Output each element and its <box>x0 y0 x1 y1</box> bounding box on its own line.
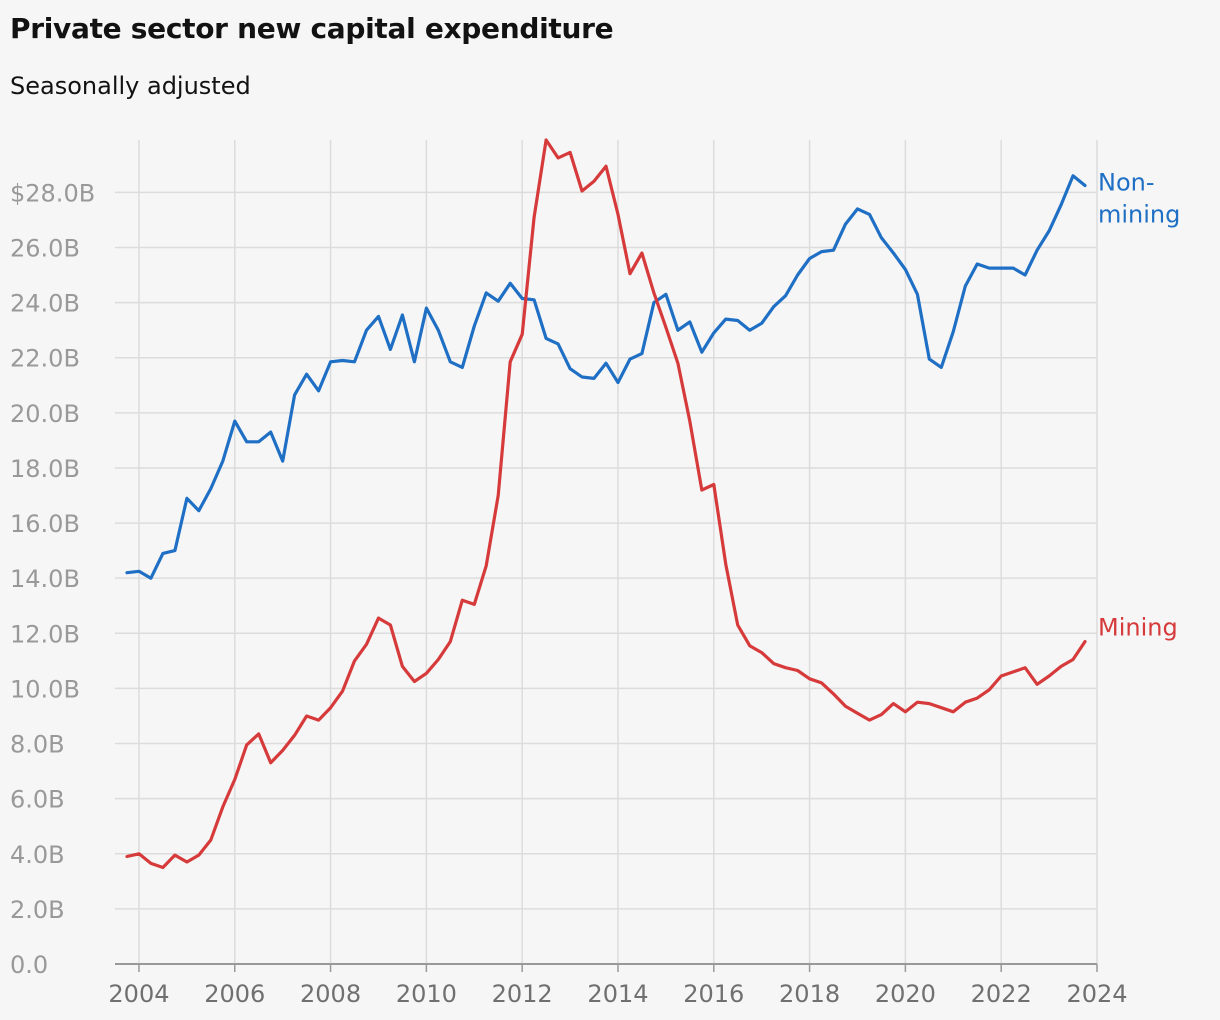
chart-subtitle: Seasonally adjusted <box>10 72 251 100</box>
series-label-line: mining <box>1098 200 1180 228</box>
x-tick-label: 2018 <box>779 980 840 1008</box>
x-tick-label: 2012 <box>492 980 553 1008</box>
axes: 0.0 2.0B 4.0B 6.0B 8.0B 10.0B 12.0B 14.0B 16.0B 1… <box>10 179 1128 1008</box>
x-tick-label: 2014 <box>587 980 648 1008</box>
series-line-non-mining <box>125 174 1087 580</box>
y-tick-label: 12.0B <box>10 620 80 648</box>
x-tick-label: 2024 <box>1066 980 1127 1008</box>
x-tick-label: 2022 <box>971 980 1032 1008</box>
x-tick-label: 2004 <box>108 980 169 1008</box>
y-tick-label: 4.0B <box>10 841 65 869</box>
series-label-line: Non- <box>1098 168 1155 196</box>
y-tick-label: 16.0B <box>10 510 80 538</box>
series-labels: Non-mining Mining <box>1098 168 1180 641</box>
chart-title: Private sector new capital expenditure <box>10 12 614 45</box>
x-tick-label: 2010 <box>396 980 457 1008</box>
series-label-non-mining: Non-mining <box>1098 168 1180 228</box>
y-tick-label: 6.0B <box>10 786 65 814</box>
series-line-mining <box>125 138 1087 870</box>
x-tick-label: 2020 <box>875 980 936 1008</box>
x-tick-label: 2006 <box>204 980 265 1008</box>
y-tick-label: 0.0 <box>10 951 48 979</box>
y-tick-label: 20.0B <box>10 400 80 428</box>
y-tick-label: 14.0B <box>10 565 80 593</box>
y-tick-label: 22.0B <box>10 345 80 373</box>
x-tick-label: 2016 <box>683 980 744 1008</box>
grid-lines <box>115 140 1098 964</box>
series-label-mining: Mining <box>1098 614 1178 642</box>
y-tick-label: 8.0B <box>10 731 65 759</box>
y-tick-label: 10.0B <box>10 675 80 703</box>
series-lines <box>125 138 1087 870</box>
y-tick-label: 2.0B <box>10 896 65 924</box>
series-label-line: Mining <box>1098 614 1178 642</box>
y-tick-label: 18.0B <box>10 455 80 483</box>
y-tick-label: 24.0B <box>10 290 80 318</box>
x-tick-label: 2008 <box>300 980 361 1008</box>
y-tick-label: 26.0B <box>10 234 80 262</box>
y-tick-label: $28.0B <box>10 179 95 207</box>
